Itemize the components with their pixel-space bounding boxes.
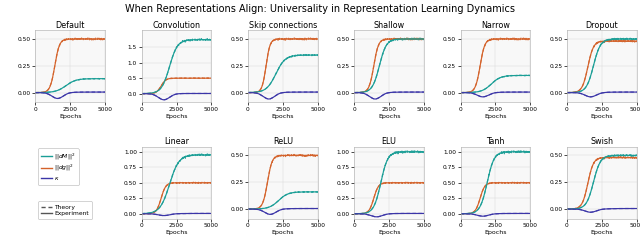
X-axis label: Epochs: Epochs xyxy=(165,114,188,119)
X-axis label: Epochs: Epochs xyxy=(484,230,507,235)
Title: Swish: Swish xyxy=(590,137,613,146)
Title: Dropout: Dropout xyxy=(586,21,618,30)
X-axis label: Epochs: Epochs xyxy=(165,230,188,235)
Legend: Theory, Experiment: Theory, Experiment xyxy=(38,201,92,219)
Title: ReLU: ReLU xyxy=(273,137,293,146)
X-axis label: Epochs: Epochs xyxy=(378,114,401,119)
X-axis label: Epochs: Epochs xyxy=(591,114,613,119)
Title: Tanh: Tanh xyxy=(486,137,505,146)
X-axis label: Epochs: Epochs xyxy=(271,230,294,235)
X-axis label: Epochs: Epochs xyxy=(378,230,401,235)
X-axis label: Epochs: Epochs xyxy=(484,114,507,119)
Text: When Representations Align: Universality in Representation Learning Dynamics: When Representations Align: Universality… xyxy=(125,4,515,14)
Title: Narrow: Narrow xyxy=(481,21,510,30)
Title: Linear: Linear xyxy=(164,137,189,146)
Title: ELU: ELU xyxy=(381,137,397,146)
Title: Shallow: Shallow xyxy=(374,21,404,30)
X-axis label: Epochs: Epochs xyxy=(271,114,294,119)
X-axis label: Epochs: Epochs xyxy=(591,230,613,235)
Title: Skip connections: Skip connections xyxy=(249,21,317,30)
Title: Convolution: Convolution xyxy=(152,21,200,30)
Title: Default: Default xyxy=(56,21,85,30)
X-axis label: Epochs: Epochs xyxy=(59,114,81,119)
